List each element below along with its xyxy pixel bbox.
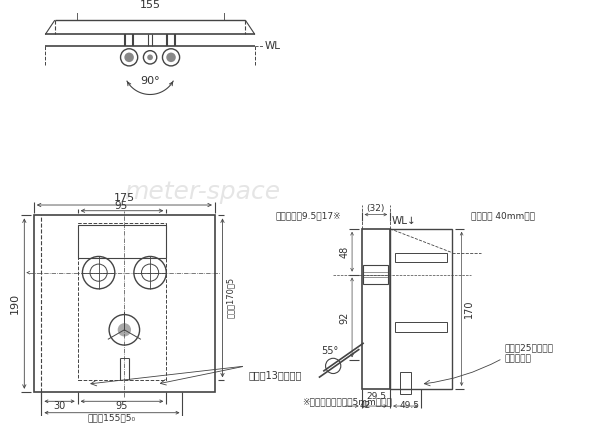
- Text: 壁板の厚み9.5～17※: 壁板の厚み9.5～17※: [275, 211, 341, 220]
- Bar: [34, 215, 215, 392]
- Text: 42: 42: [360, 401, 371, 409]
- Text: 48: 48: [340, 246, 349, 258]
- Text: 49.5: 49.5: [400, 401, 420, 409]
- Text: 55°: 55°: [322, 346, 339, 356]
- Circle shape: [166, 52, 176, 62]
- Text: 呼び径25のサヤ管: 呼び径25のサヤ管: [505, 344, 554, 353]
- Circle shape: [147, 55, 153, 60]
- Text: 170: 170: [464, 299, 474, 318]
- Text: WL↓: WL↓: [392, 216, 417, 226]
- Text: WL: WL: [265, 41, 280, 51]
- Bar: [364, 265, 388, 284]
- Text: 壁開口170＋5: 壁開口170＋5: [226, 277, 235, 319]
- Text: 90°: 90°: [140, 76, 160, 86]
- Text: 壁内空間 40mm以上: 壁内空間 40mm以上: [471, 211, 535, 220]
- Bar: [400, 372, 411, 389]
- Text: 95: 95: [115, 201, 128, 211]
- Text: 95: 95: [116, 401, 128, 411]
- Text: 呼び径13の樹脂管: 呼び径13の樹脂管: [248, 370, 302, 380]
- Text: 壁開口155＋5₀: 壁開口155＋5₀: [88, 413, 136, 422]
- Text: ブッシング: ブッシング: [505, 354, 532, 363]
- Text: 175: 175: [114, 193, 135, 203]
- Circle shape: [124, 52, 134, 62]
- Circle shape: [118, 323, 131, 336]
- Text: (32): (32): [367, 204, 385, 213]
- Bar: [395, 253, 448, 262]
- Text: 92: 92: [340, 311, 349, 324]
- Bar: [390, 229, 452, 389]
- Text: 155: 155: [140, 0, 161, 10]
- Bar: [362, 229, 390, 389]
- Text: 190: 190: [10, 293, 20, 314]
- Text: meter-space: meter-space: [124, 180, 281, 203]
- Bar: [77, 225, 166, 258]
- Bar: [395, 322, 448, 332]
- Bar: [400, 389, 411, 394]
- Text: 29.5: 29.5: [366, 392, 386, 401]
- Bar: [77, 223, 166, 380]
- Text: ※樹脂管保護材厚〙5mmの場合: ※樹脂管保護材厚〙5mmの場合: [302, 398, 392, 407]
- Text: 30: 30: [53, 401, 65, 411]
